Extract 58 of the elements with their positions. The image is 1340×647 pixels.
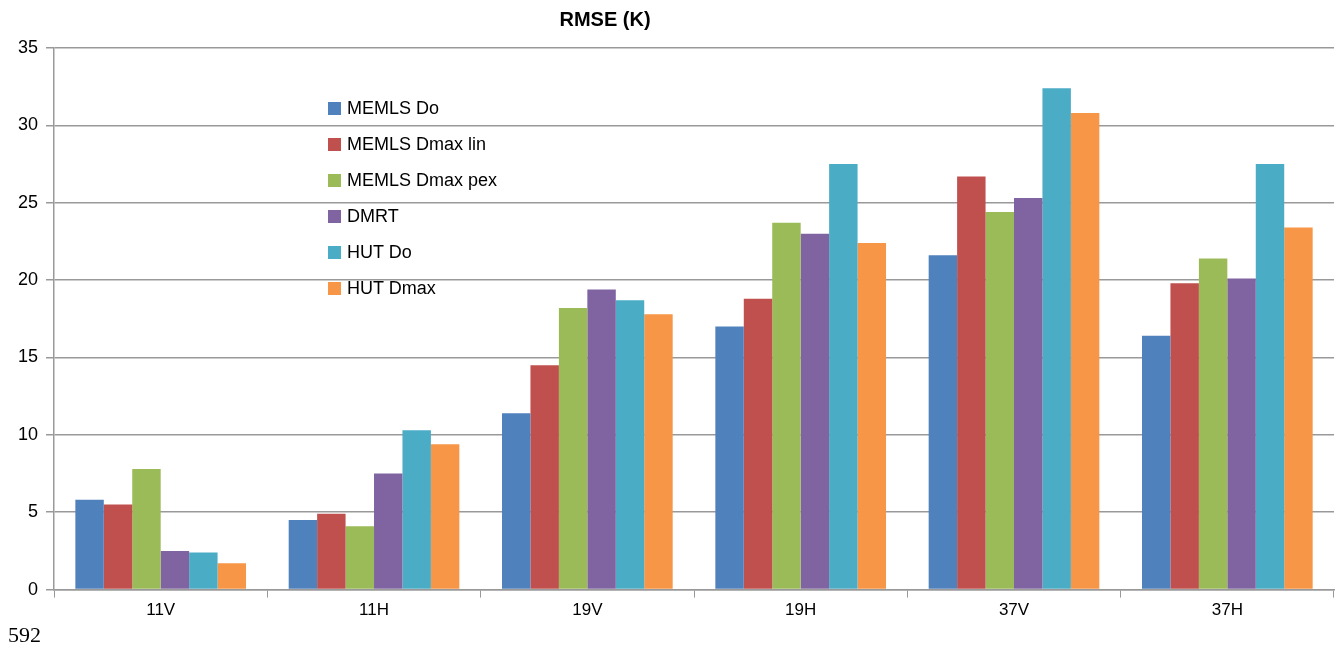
bar xyxy=(217,563,247,589)
bar xyxy=(772,222,801,589)
bar xyxy=(715,326,744,589)
x-tick-label: 19V xyxy=(572,600,604,620)
y-tick-label: 5 xyxy=(28,501,39,522)
x-tick-label: 11H xyxy=(359,600,389,620)
bar xyxy=(1284,227,1313,589)
bar xyxy=(402,430,431,589)
bar xyxy=(1255,164,1285,589)
text: 592 xyxy=(8,622,41,647)
bar xyxy=(558,307,588,589)
bar xyxy=(644,314,673,589)
bar xyxy=(75,499,104,589)
bar xyxy=(160,550,190,589)
bar xyxy=(1170,283,1199,589)
legend-label: MEMLS Dmax pex xyxy=(347,169,498,191)
bar xyxy=(317,513,346,589)
y-tick-label: 15 xyxy=(17,346,39,367)
x-tick-label: 19H xyxy=(785,600,817,620)
bar xyxy=(189,552,218,589)
y-tick-label: 30 xyxy=(17,114,39,135)
bar xyxy=(957,176,986,589)
legend-label: HUT Do xyxy=(347,241,412,263)
legend-label: DMRT xyxy=(347,205,399,227)
bar xyxy=(502,413,531,589)
bar xyxy=(103,504,133,589)
bar xyxy=(132,468,161,589)
y-tick-label: 35 xyxy=(17,36,39,57)
bar xyxy=(530,365,559,589)
bar xyxy=(345,526,375,589)
bar xyxy=(985,212,1015,589)
chart-title: RMSE (K) xyxy=(559,8,651,30)
y-tick-label: 20 xyxy=(17,269,39,290)
legend-label: MEMLS Dmax lin xyxy=(347,133,487,155)
bar xyxy=(587,289,616,589)
bar xyxy=(829,164,858,589)
bar xyxy=(928,255,958,589)
bar xyxy=(1142,335,1171,589)
x-tick-label: 11V xyxy=(146,600,176,620)
bar xyxy=(800,233,830,589)
bar xyxy=(430,444,460,589)
bar xyxy=(857,242,887,589)
bar xyxy=(743,298,773,589)
x-tick-label: 37V xyxy=(998,600,1030,620)
bar xyxy=(374,473,403,589)
bar xyxy=(1198,258,1228,589)
bar xyxy=(288,519,318,589)
x-tick-label: 37H xyxy=(1211,600,1243,620)
bar xyxy=(1014,198,1043,589)
y-tick-label: 10 xyxy=(17,423,39,444)
y-tick-label: 0 xyxy=(28,578,39,599)
legend-label: MEMLS Do xyxy=(347,97,440,119)
legend-label: HUT Dmax xyxy=(347,277,436,299)
bar xyxy=(1227,278,1256,589)
bar xyxy=(1042,88,1071,589)
bar xyxy=(615,300,645,589)
y-tick-label: 25 xyxy=(17,191,39,212)
bar xyxy=(1070,112,1100,589)
